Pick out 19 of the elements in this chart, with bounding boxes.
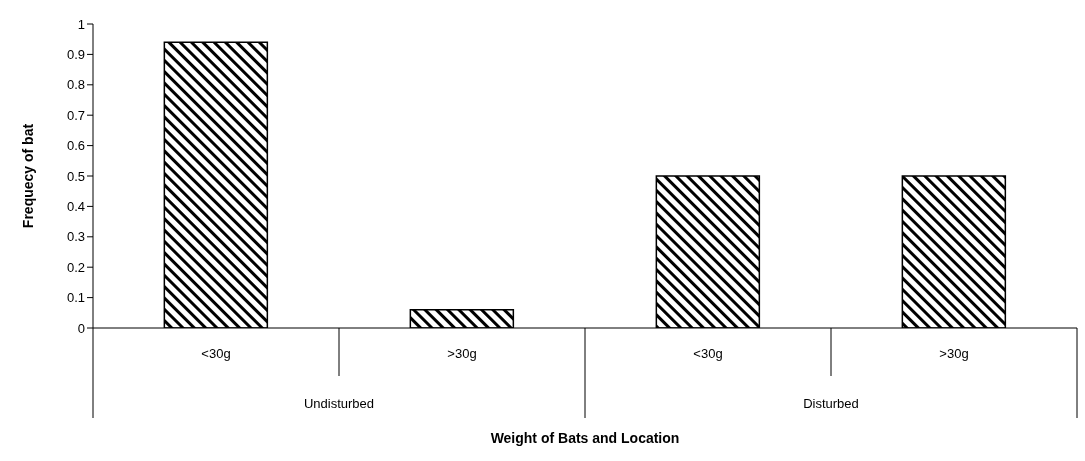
y-tick-label: 0.4	[66, 199, 85, 215]
y-tick-label: 0.3	[66, 229, 85, 245]
text: Undisturbed	[303, 396, 375, 411]
y-tick-label: 0.8	[66, 77, 85, 93]
y-tick-label: 0	[77, 320, 85, 336]
y-tick-label: 0.7	[66, 107, 85, 123]
x-tick-label: >30g	[939, 346, 969, 361]
y-tick-label: 0.9	[66, 47, 85, 63]
text: Disturbed	[803, 396, 859, 411]
y-tick-label: 1	[77, 16, 85, 32]
x-tick-label: <30g	[693, 346, 723, 361]
y-tick-label: 0.6	[66, 138, 85, 154]
x-tick-label: >30g	[447, 346, 477, 361]
y-tick-label: 0.1	[66, 290, 85, 306]
y-axis-title: Frequecy of bat	[19, 123, 36, 229]
x-tick-label: <30g	[201, 346, 231, 361]
x-axis-title: Weight of Bats and Location	[490, 430, 680, 446]
y-tick-label: 0.5	[66, 168, 85, 184]
y-tick-label: 0.2	[66, 259, 85, 275]
